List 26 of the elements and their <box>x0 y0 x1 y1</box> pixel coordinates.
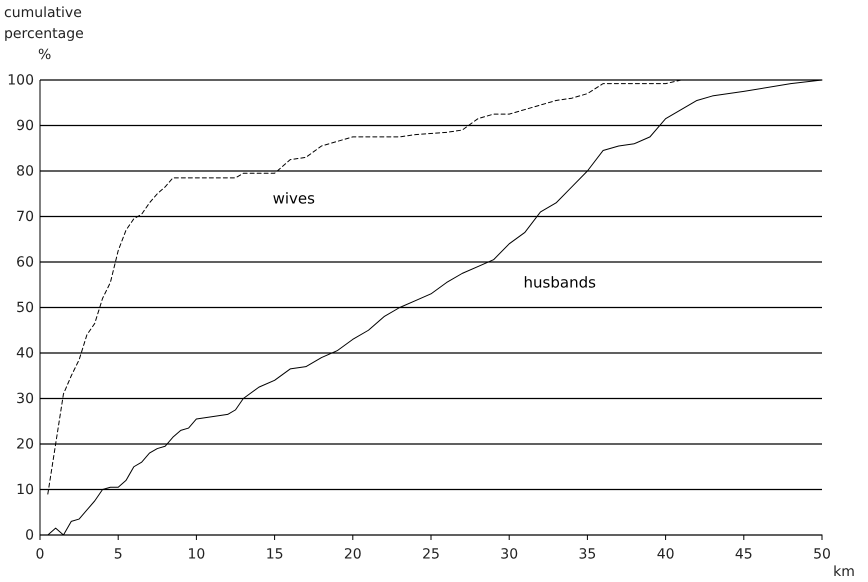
x-tick-label: 15 <box>266 546 284 562</box>
x-tick-label: 20 <box>344 546 362 562</box>
y-tick-label: 10 <box>16 482 34 498</box>
y-tick-label: 50 <box>16 300 34 316</box>
x-tick-label: 25 <box>422 546 440 562</box>
y-tick-label: 40 <box>16 345 34 362</box>
series-label: wives <box>272 189 316 208</box>
y-tick-label: 70 <box>16 208 34 225</box>
y-tick-label: 60 <box>16 254 34 270</box>
x-tick-label: 35 <box>578 546 596 562</box>
x-tick-label: 5 <box>114 546 123 562</box>
x-tick-label: 30 <box>500 546 518 562</box>
y-tick-label: 100 <box>7 72 34 88</box>
x-tick-label: 50 <box>813 546 831 562</box>
y-tick-label: 0 <box>25 527 34 544</box>
x-tick-label: 45 <box>734 546 753 562</box>
x-tick-label: 0 <box>36 546 44 562</box>
y-tick-label: 30 <box>16 390 34 407</box>
x-axis-title: km <box>833 564 855 580</box>
y-axis-title: cumulative percentage % <box>4 5 84 63</box>
y-tick-label: 20 <box>16 436 34 452</box>
x-tick-label: 40 <box>656 546 675 562</box>
text: husbands <box>524 274 596 292</box>
y-tick-label: 80 <box>16 163 34 180</box>
y-tick-label: 90 <box>16 118 34 134</box>
x-tick-label: 10 <box>187 546 206 562</box>
